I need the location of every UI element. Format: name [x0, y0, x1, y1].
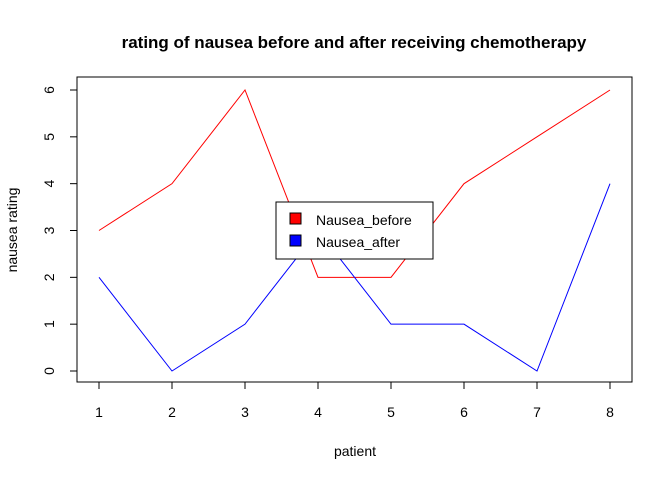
- legend-label-after: Nausea_after: [316, 234, 400, 250]
- legend-label-before: Nausea_before: [316, 212, 412, 228]
- series-layer: [98, 88, 611, 372]
- x-tick-label: 8: [606, 404, 614, 420]
- x-tick-label: 5: [387, 404, 395, 420]
- y-axis: 0 1 2 3 4 5 6: [41, 86, 78, 375]
- y-tick-label: 3: [41, 226, 57, 234]
- y-tick-label: 2: [41, 273, 57, 281]
- legend-box: [275, 201, 434, 260]
- series-line-after: [98, 183, 611, 372]
- y-tick-label: 5: [41, 133, 57, 141]
- x-tick-label: 6: [460, 404, 468, 420]
- x-axis: 1 2 3 4 5 6 7 8: [95, 381, 614, 420]
- x-tick-label: 4: [314, 404, 322, 420]
- y-tick-label: 6: [41, 86, 57, 94]
- chart-title: rating of nausea before and after receiv…: [122, 33, 587, 52]
- legend: Nausea_before Nausea_after: [275, 201, 434, 260]
- x-tick-label: 7: [533, 404, 541, 420]
- y-axis-label: nausea rating: [4, 188, 20, 273]
- legend-swatch-before: [289, 212, 302, 225]
- legend-swatch-after: [289, 234, 302, 247]
- y-tick-label: 0: [41, 367, 57, 375]
- y-tick-label: 1: [41, 320, 57, 328]
- x-axis-label: patient: [334, 443, 376, 459]
- y-tick-label: 4: [41, 180, 57, 188]
- x-tick-label: 1: [95, 404, 103, 420]
- x-tick-label: 2: [168, 404, 176, 420]
- x-tick-label: 3: [241, 404, 249, 420]
